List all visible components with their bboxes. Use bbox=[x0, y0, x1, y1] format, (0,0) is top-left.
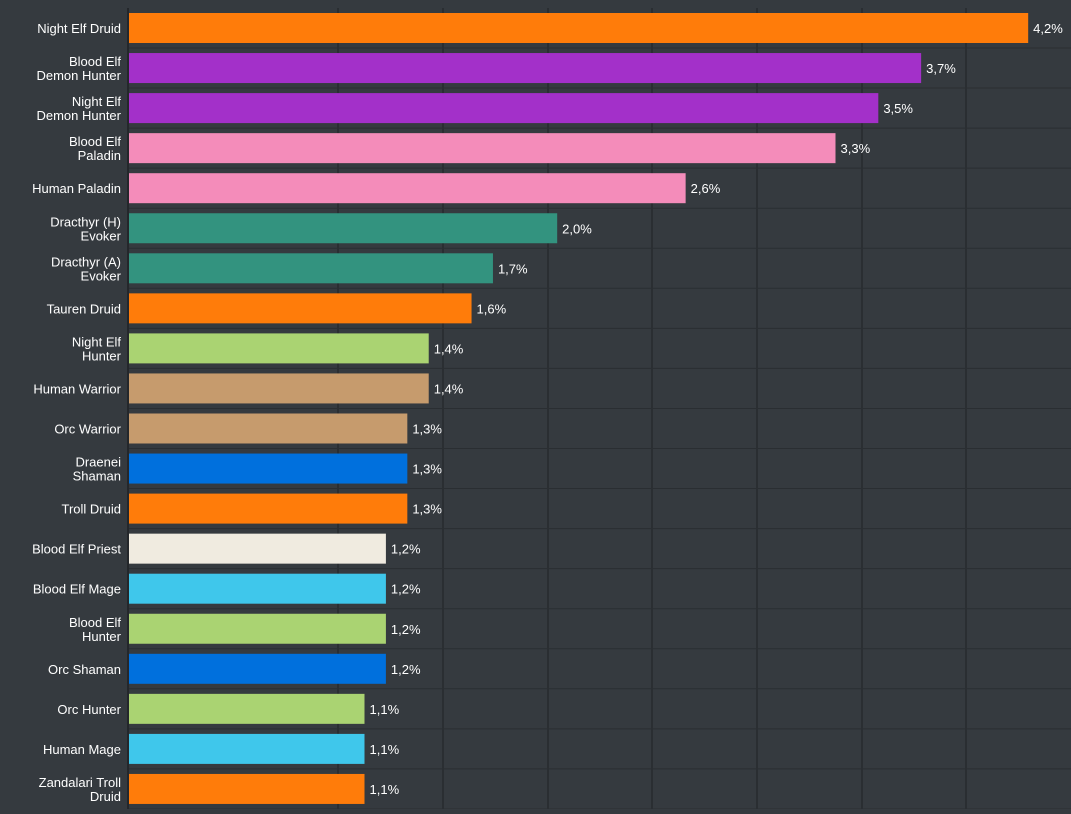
bar[interactable] bbox=[129, 533, 386, 564]
value-labels: 4,2% 3,7% 3,5% 3,3% 2,6% 2,0% 1,7% 1,6% 1,4% 1,4%… bbox=[370, 21, 1064, 797]
category-label: Night Elf Demon Hunter bbox=[36, 94, 121, 123]
category-label: Dracthyr (H) Evoker bbox=[50, 214, 121, 243]
bar[interactable] bbox=[129, 773, 365, 804]
value-label: 2,0% bbox=[562, 221, 592, 236]
bar[interactable] bbox=[129, 373, 429, 404]
value-label: 1,2% bbox=[391, 542, 421, 557]
category-label: Draenei Shaman bbox=[73, 455, 122, 484]
value-label: 1,3% bbox=[412, 422, 442, 437]
category-label: Blood Elf Demon Hunter bbox=[36, 54, 121, 83]
bar[interactable] bbox=[129, 53, 922, 84]
bar[interactable] bbox=[129, 13, 1029, 43]
bar[interactable] bbox=[129, 493, 408, 524]
value-label: 1,7% bbox=[498, 261, 528, 276]
value-label: 3,7% bbox=[926, 61, 956, 76]
value-label: 1,1% bbox=[370, 742, 400, 757]
bar[interactable] bbox=[129, 453, 408, 484]
category-label: Human Paladin bbox=[32, 181, 121, 196]
value-label: 3,3% bbox=[841, 141, 871, 156]
category-label: Tauren Druid bbox=[47, 301, 121, 316]
bar[interactable] bbox=[129, 693, 365, 724]
value-label: 1,1% bbox=[370, 702, 400, 717]
category-label: Orc Hunter bbox=[57, 702, 121, 717]
category-label: Night Elf Hunter bbox=[72, 334, 122, 363]
grid-lines bbox=[129, 8, 1071, 810]
value-label: 1,1% bbox=[370, 782, 400, 797]
value-label: 1,6% bbox=[477, 301, 507, 316]
category-label: Night Elf Druid bbox=[37, 21, 121, 36]
category-label: Human Warrior bbox=[33, 381, 121, 396]
bar[interactable] bbox=[129, 333, 429, 364]
bars bbox=[129, 13, 1029, 804]
value-label: 1,3% bbox=[412, 462, 442, 477]
bar[interactable] bbox=[129, 93, 879, 124]
category-label: Blood Elf Hunter bbox=[69, 615, 122, 644]
category-label: Human Mage bbox=[43, 742, 121, 757]
bar[interactable] bbox=[129, 653, 386, 684]
value-label: 1,2% bbox=[391, 622, 421, 637]
bar[interactable] bbox=[129, 253, 493, 284]
bar[interactable] bbox=[129, 413, 408, 444]
bar[interactable] bbox=[129, 213, 558, 244]
value-label: 2,6% bbox=[691, 181, 721, 196]
bar[interactable] bbox=[129, 613, 386, 644]
bar[interactable] bbox=[129, 293, 472, 324]
bar[interactable] bbox=[129, 573, 386, 604]
category-label: Troll Druid bbox=[62, 502, 121, 517]
value-label: 1,4% bbox=[434, 341, 464, 356]
category-label: Orc Shaman bbox=[48, 662, 121, 677]
bar[interactable] bbox=[129, 173, 686, 204]
value-label: 1,3% bbox=[412, 502, 442, 517]
bar[interactable] bbox=[129, 133, 836, 164]
value-label: 1,2% bbox=[391, 662, 421, 677]
category-label: Blood Elf Paladin bbox=[69, 134, 121, 163]
category-label: Blood Elf Mage bbox=[33, 582, 121, 597]
category-label: Dracthyr (A) Evoker bbox=[51, 254, 122, 283]
bar[interactable] bbox=[129, 733, 365, 764]
category-labels: Night Elf Druid Blood Elf Demon Hunter Nigh… bbox=[32, 21, 122, 804]
category-label: Orc Warrior bbox=[54, 422, 121, 437]
category-label: Zandalari Troll Druid bbox=[39, 775, 121, 804]
value-label: 4,2% bbox=[1033, 21, 1063, 36]
category-label: Blood Elf Priest bbox=[32, 542, 121, 557]
value-label: 1,2% bbox=[391, 582, 421, 597]
value-label: 1,4% bbox=[434, 381, 464, 396]
value-label: 3,5% bbox=[883, 101, 913, 116]
